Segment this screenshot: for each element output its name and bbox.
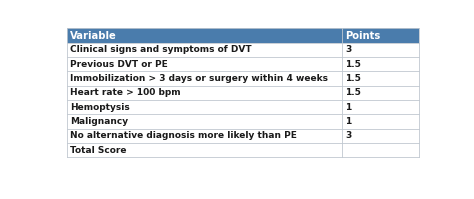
Bar: [66, 143, 419, 157]
Text: Malignancy: Malignancy: [70, 117, 128, 126]
Text: Variable: Variable: [70, 31, 117, 41]
Text: Hemoptysis: Hemoptysis: [70, 103, 130, 112]
Bar: [66, 28, 419, 43]
Text: 1.5: 1.5: [346, 88, 361, 97]
Text: 3: 3: [346, 131, 352, 140]
Text: Immobilization > 3 days or surgery within 4 weeks: Immobilization > 3 days or surgery withi…: [70, 74, 328, 83]
Text: Previous DVT or PE: Previous DVT or PE: [70, 60, 168, 69]
Bar: [66, 71, 419, 86]
Text: Points: Points: [346, 31, 381, 41]
Bar: [66, 100, 419, 114]
Text: Clinical signs and symptoms of DVT: Clinical signs and symptoms of DVT: [70, 45, 252, 55]
Text: 3: 3: [346, 45, 352, 55]
Bar: [66, 129, 419, 143]
Text: Total Score: Total Score: [70, 145, 127, 155]
Text: 1: 1: [346, 117, 352, 126]
Text: No alternative diagnosis more likely than PE: No alternative diagnosis more likely tha…: [70, 131, 297, 140]
Bar: [66, 43, 419, 57]
Text: Heart rate > 100 bpm: Heart rate > 100 bpm: [70, 88, 181, 97]
Bar: [66, 86, 419, 100]
Text: 1.5: 1.5: [346, 60, 361, 69]
Text: 1.5: 1.5: [346, 74, 361, 83]
Bar: [66, 114, 419, 129]
Text: 1: 1: [346, 103, 352, 112]
Bar: [66, 57, 419, 71]
